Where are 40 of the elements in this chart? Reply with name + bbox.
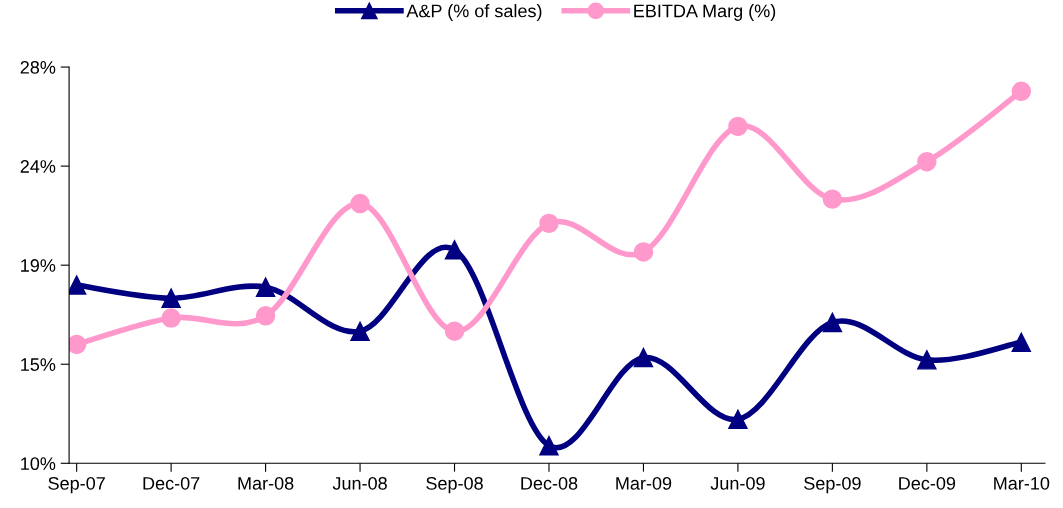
point bbox=[822, 312, 843, 333]
legend-label: EBITDA Marg (%) bbox=[634, 4, 776, 21]
y-tick-label: 19% bbox=[21, 259, 56, 272]
x-tick-label: Mar-09 bbox=[616, 476, 672, 490]
point bbox=[539, 435, 559, 456]
x-tick-label: Sep-07 bbox=[48, 476, 105, 494]
point bbox=[539, 213, 559, 234]
x-tick-label: Dec-07 bbox=[143, 476, 200, 490]
point bbox=[917, 151, 937, 172]
point bbox=[69, 334, 87, 355]
point bbox=[1011, 332, 1032, 352]
y-tick-label: 28% bbox=[20, 60, 56, 74]
y-tick-label: 24% bbox=[20, 160, 56, 173]
x-tick-label: Dec-08 bbox=[521, 476, 578, 490]
point bbox=[255, 306, 276, 326]
point bbox=[161, 288, 181, 308]
x-tick-label: Sep-09 bbox=[804, 476, 861, 494]
y-tick-label: 10% bbox=[21, 457, 56, 471]
legend-label: A&P (% of sales) bbox=[406, 4, 542, 21]
point bbox=[69, 275, 87, 295]
point bbox=[917, 350, 937, 370]
point bbox=[161, 308, 181, 328]
point bbox=[444, 321, 465, 341]
point bbox=[728, 116, 748, 137]
x-tick-label: Dec-09 bbox=[899, 476, 956, 490]
x-tick-label: Sep-08 bbox=[426, 476, 483, 494]
point bbox=[350, 193, 370, 214]
point bbox=[728, 409, 748, 429]
x-tick-label: Mar-08 bbox=[238, 476, 294, 490]
point bbox=[444, 240, 465, 260]
point bbox=[633, 242, 654, 262]
point bbox=[255, 277, 276, 297]
y-tick-label: 15% bbox=[21, 358, 56, 371]
point bbox=[633, 347, 654, 368]
point bbox=[1011, 81, 1032, 101]
point bbox=[822, 189, 843, 209]
x-tick-label: Mar-10 bbox=[994, 476, 1050, 490]
point bbox=[350, 321, 370, 341]
x-tick-label: Jun-08 bbox=[332, 476, 387, 490]
x-tick-label: Jun-09 bbox=[710, 476, 765, 490]
